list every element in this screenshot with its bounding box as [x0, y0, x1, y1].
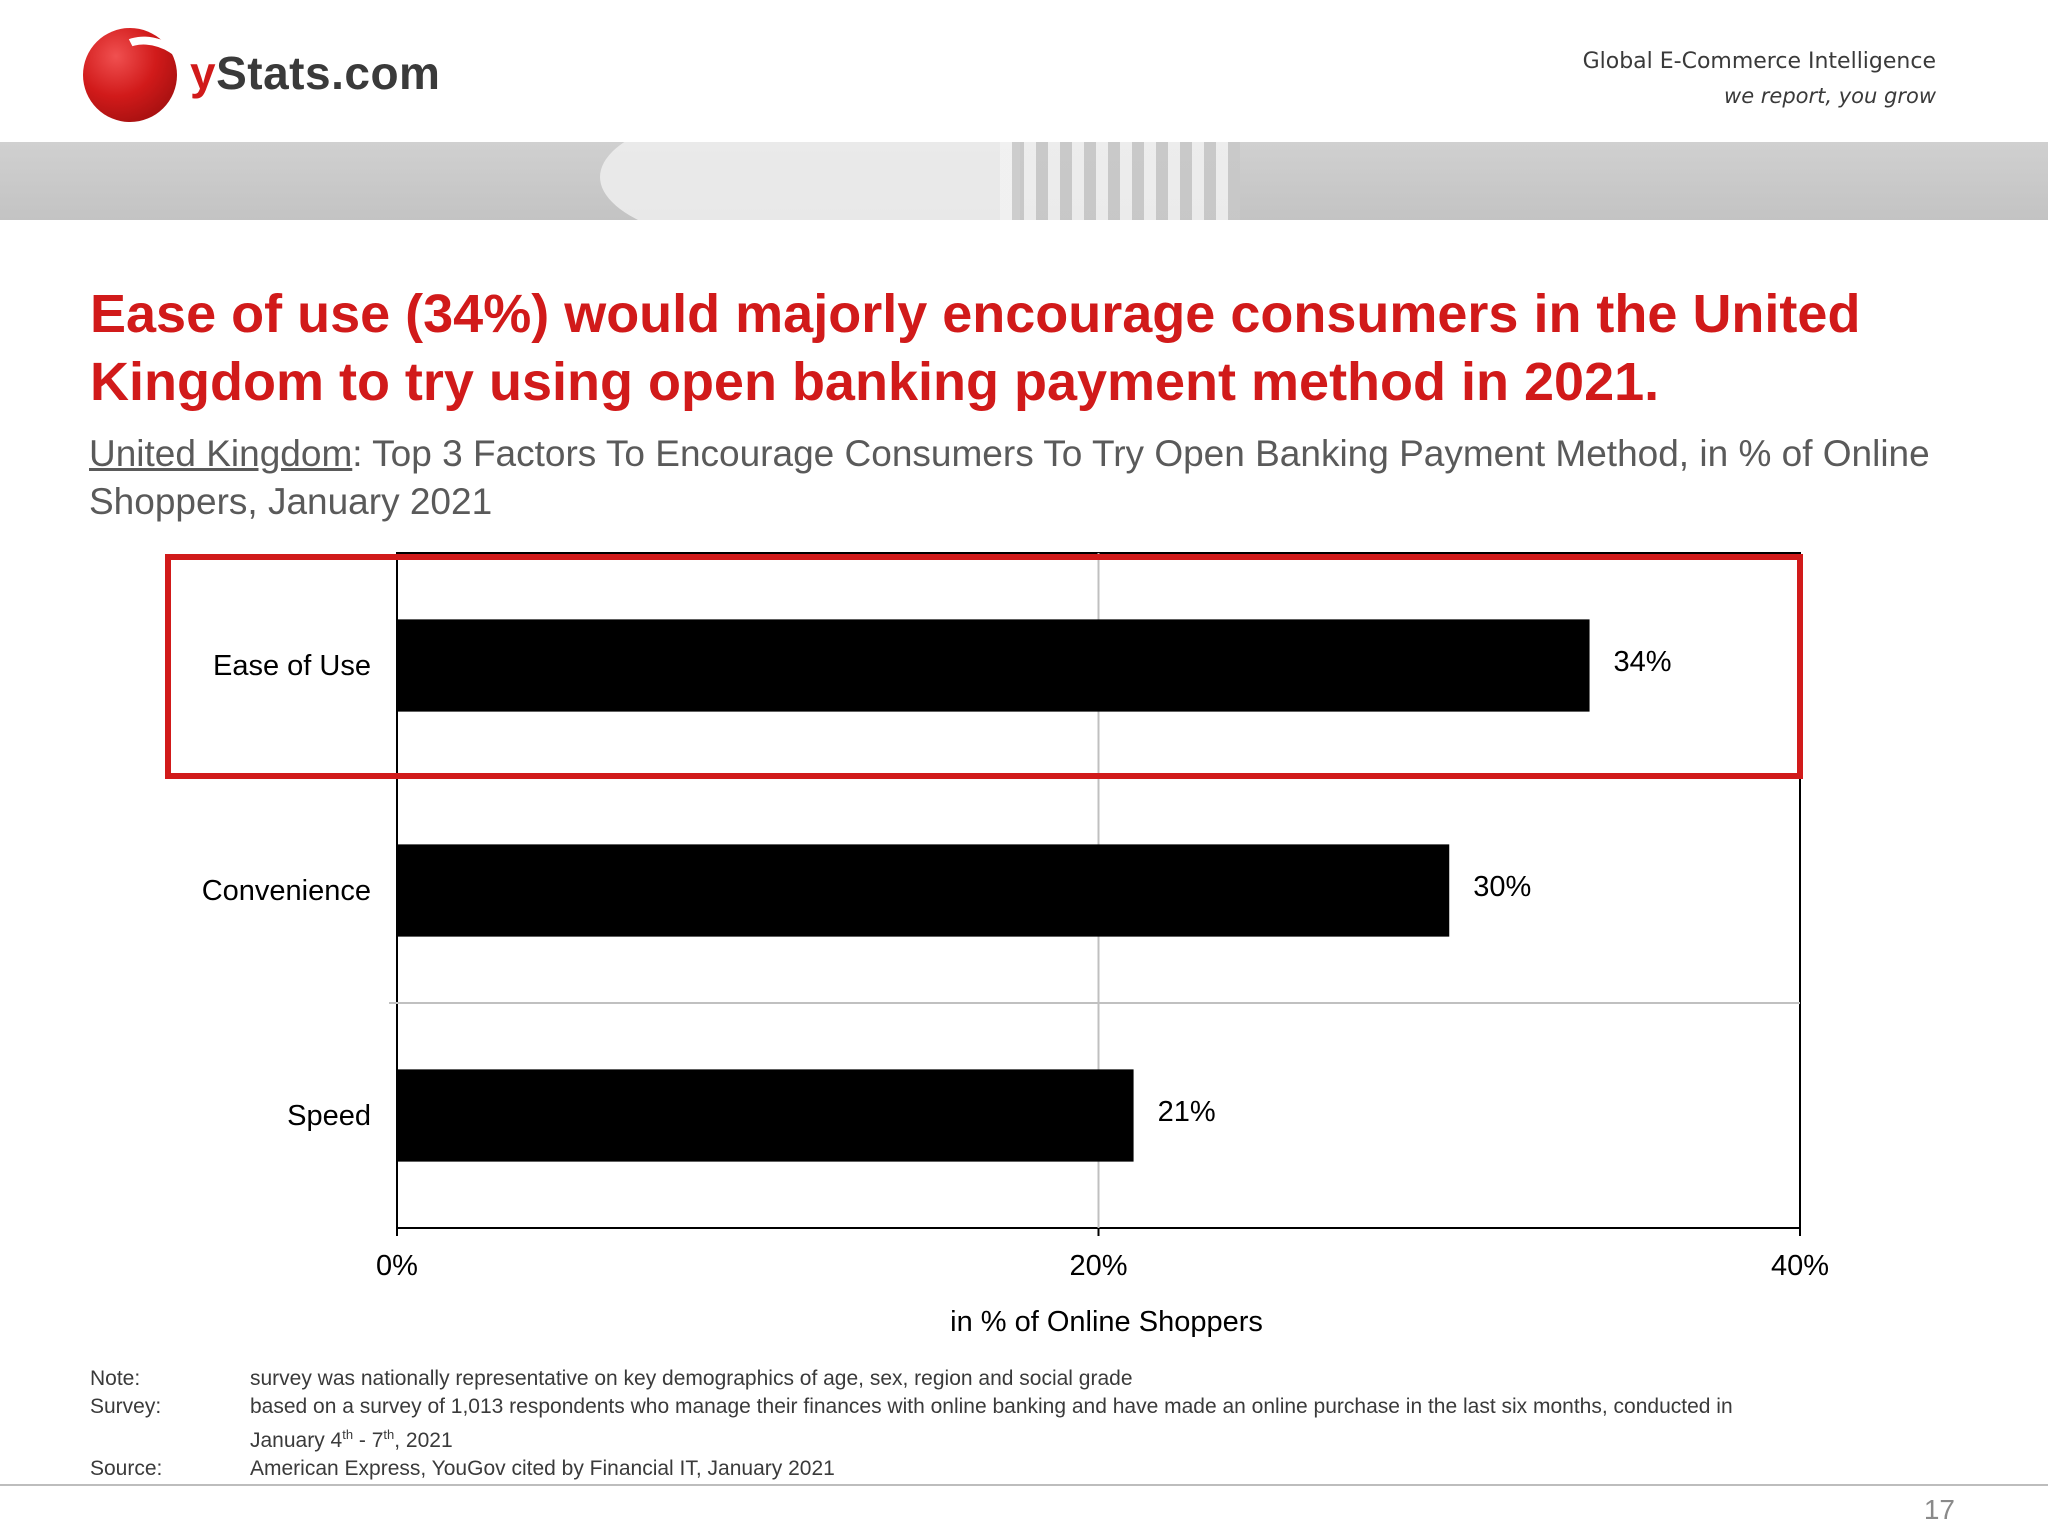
subtitle-country: United Kingdom [89, 433, 353, 474]
data-label: 21% [1158, 1096, 1216, 1128]
ystats-logo-icon [83, 28, 177, 122]
x-tick-label: 0% [376, 1250, 418, 1282]
banner-bars-decoration [1000, 142, 1240, 220]
slide-headline: Ease of use (34%) would majorly encourag… [90, 284, 1861, 412]
footnotes: Note: survey was nationally representati… [90, 1365, 1990, 1483]
x-axis-label: in % of Online Shoppers [950, 1306, 1263, 1338]
brand-name: yStats.com [190, 47, 441, 99]
page-number: 17 [1923, 1494, 1955, 1525]
bar-convenience [397, 844, 1450, 937]
footer-divider [0, 1484, 2048, 1486]
note-label: Note: [90, 1367, 141, 1390]
survey-label: Survey: [90, 1395, 162, 1418]
x-tick-label: 40% [1771, 1250, 1829, 1282]
note-text: survey was nationally representative on … [250, 1367, 1133, 1390]
slide-header: yStats.com Global E-Commerce Intelligenc… [0, 0, 2048, 142]
source-row: Source: American Express, YouGov cited b… [90, 1455, 1990, 1483]
tagline: Global E-Commerce Intelligence [1582, 49, 1936, 74]
subtitle-text: : Top 3 Factors To Encourage Consumers T… [89, 433, 1930, 522]
data-label: 34% [1614, 646, 1672, 678]
category-label: Convenience [202, 875, 371, 907]
category-label: Ease of Use [213, 650, 371, 682]
x-tick-label: 20% [1069, 1250, 1127, 1282]
source-label: Source: [90, 1457, 163, 1480]
bar-speed [397, 1069, 1134, 1162]
source-text: American Express, YouGov cited by Financ… [250, 1457, 835, 1480]
survey-text: based on a survey of 1,013 respondents w… [250, 1395, 1733, 1452]
data-label: 30% [1473, 871, 1531, 903]
category-label: Speed [287, 1100, 371, 1132]
header-banner [0, 142, 2048, 220]
bar-ease-of-use [397, 619, 1590, 712]
chart-subtitle: United Kingdom: Top 3 Factors To Encoura… [89, 430, 1939, 526]
bar-chart: 34% Ease of Use 30% Convenience 21% Speed 0% 20… [165, 552, 1829, 1338]
banner-decoration [600, 142, 1020, 220]
highlight-box [165, 554, 1803, 779]
note-row: Note: survey was nationally representati… [90, 1365, 1990, 1393]
survey-row: Survey: based on a survey of 1,013 respo… [90, 1393, 1990, 1455]
slogan: we report, you grow [1724, 84, 1936, 108]
